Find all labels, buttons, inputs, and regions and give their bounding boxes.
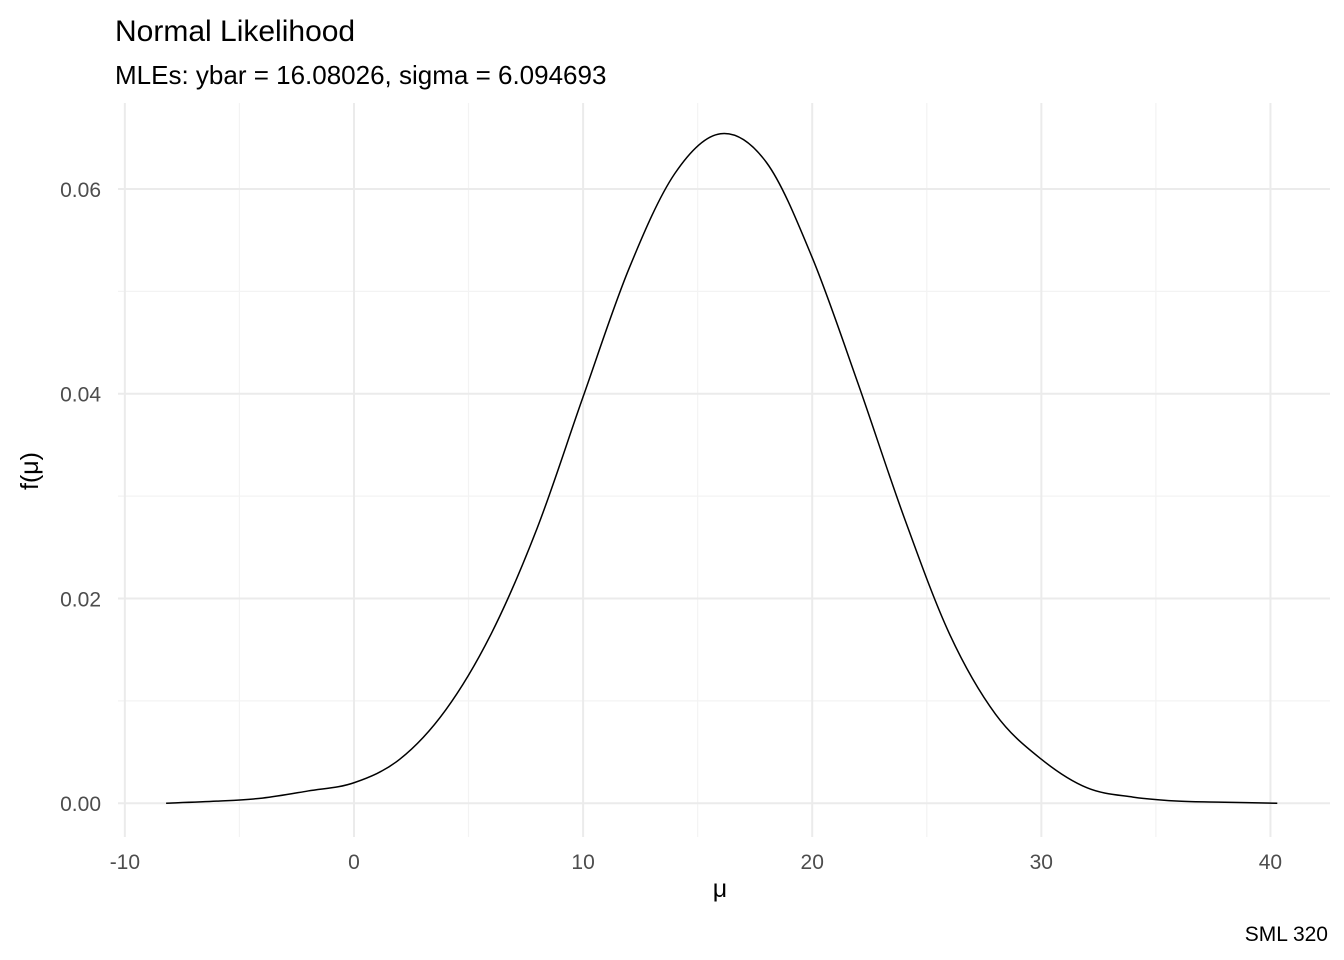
x-tick-label: 20 [801, 851, 824, 874]
chart-caption: SML 320 [1245, 923, 1328, 946]
x-tick-label: 0 [348, 851, 360, 874]
x-tick-label: 40 [1259, 851, 1282, 874]
y-tick-label: 0.02 [60, 588, 101, 611]
x-tick-label: 30 [1030, 851, 1053, 874]
tick-labels: -10 0 10 20 30 40 0.00 0.02 0.04 0.06 [60, 179, 1282, 874]
chart-title: Normal Likelihood [115, 15, 355, 48]
x-tick-label: -10 [110, 851, 140, 874]
x-tick-label: 10 [571, 851, 594, 874]
y-axis-title: f(μ) [16, 452, 44, 490]
chart-subtitle: MLEs: ybar = 16.08026, sigma = 6.094693 [115, 60, 606, 90]
grid-lines [118, 103, 1330, 837]
x-axis-title: μ [713, 875, 727, 903]
y-tick-label: 0.04 [60, 384, 101, 407]
y-tick-label: 0.06 [60, 179, 101, 202]
y-tick-label: 0.00 [60, 793, 101, 816]
likelihood-curve [166, 132, 1278, 804]
